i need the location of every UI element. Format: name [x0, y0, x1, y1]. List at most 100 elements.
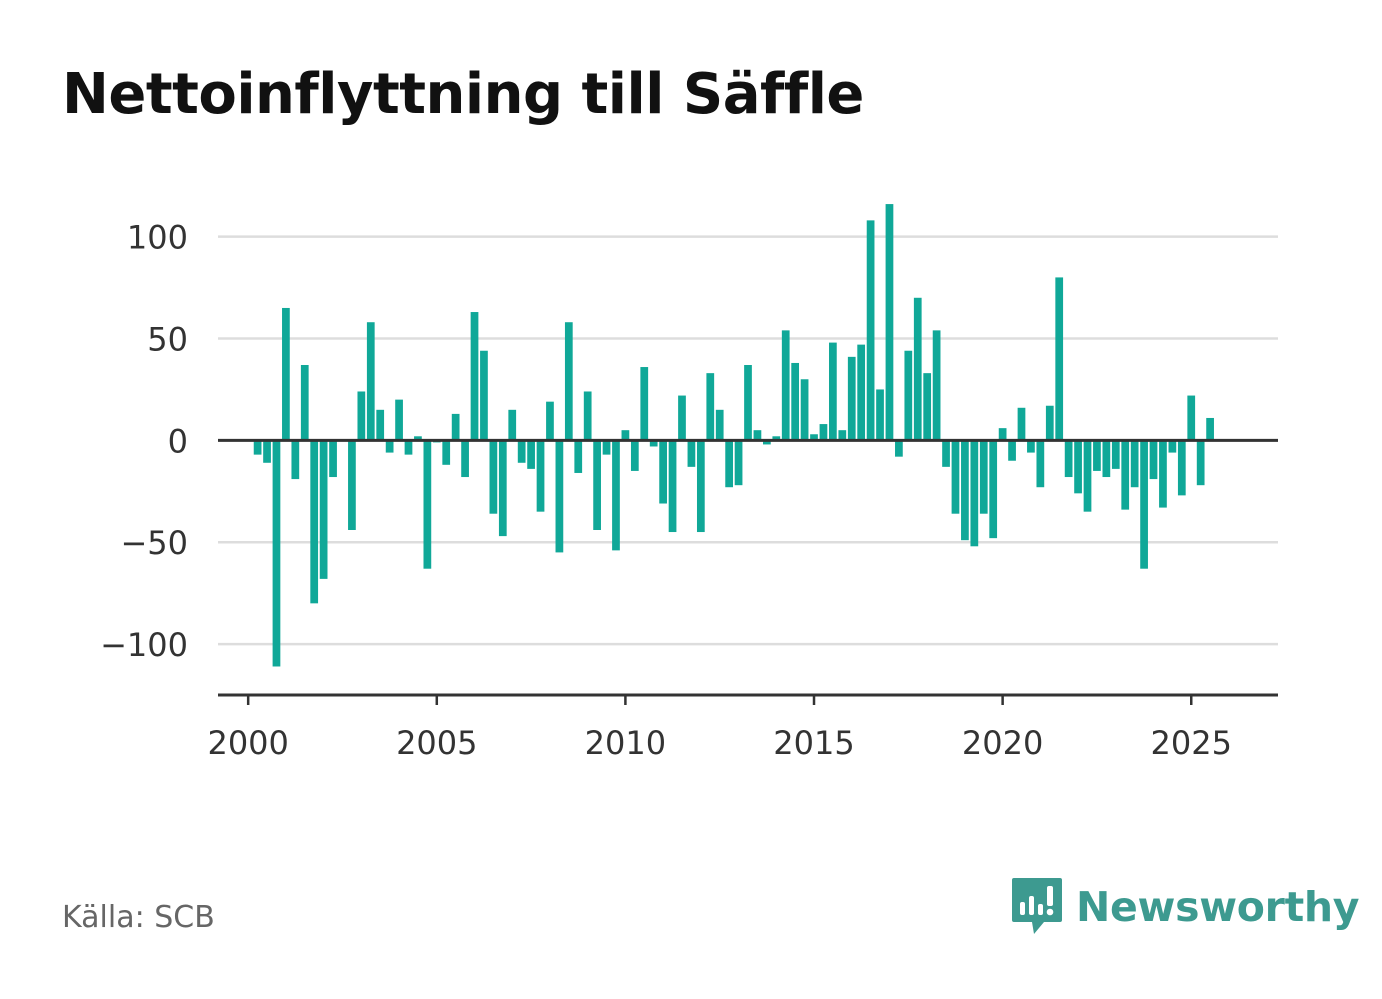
bar: [706, 373, 715, 441]
bar: [1017, 407, 1026, 441]
bar: [885, 204, 894, 441]
bar: [630, 440, 639, 471]
bar: [253, 440, 262, 455]
bar: [951, 440, 960, 514]
bar: [376, 409, 385, 441]
bar: [291, 440, 300, 480]
bar: [800, 379, 809, 441]
bar: [1008, 440, 1016, 461]
bar: [1074, 440, 1082, 494]
y-tick-label: −50: [120, 524, 188, 562]
bar: [744, 365, 752, 441]
bar: [913, 297, 922, 441]
bar: [1206, 417, 1214, 441]
bar: [395, 399, 403, 441]
bar: [895, 440, 903, 457]
bar: [829, 342, 837, 441]
bar: [1036, 440, 1045, 488]
bar: [668, 440, 677, 533]
bar: [527, 440, 535, 469]
bar: [555, 440, 564, 553]
bar: [272, 440, 281, 667]
bar: [1027, 440, 1035, 453]
bar: [1168, 440, 1177, 453]
bar: [961, 440, 969, 541]
bar: [649, 440, 658, 447]
x-tick-label: 2000: [207, 724, 288, 762]
bar: [404, 440, 413, 455]
chart-title: Nettoinflyttning till Säffle: [62, 62, 864, 127]
bar: [876, 389, 884, 441]
bar: [366, 322, 375, 441]
x-tick-label: 2015: [773, 724, 854, 762]
bar: [451, 413, 460, 441]
bar: [1111, 440, 1120, 469]
bar: [819, 424, 828, 441]
bar: [470, 312, 479, 441]
bar: [847, 356, 856, 441]
bar: [1064, 440, 1073, 478]
bar: [838, 430, 847, 441]
y-tick-label: 50: [147, 321, 188, 359]
bar: [715, 409, 724, 441]
bar: [546, 401, 554, 441]
bar: [857, 344, 866, 441]
bar: [329, 440, 337, 478]
x-tick-label: 2005: [396, 724, 477, 762]
bar: [725, 440, 734, 488]
bar: [357, 391, 366, 441]
bar: [423, 440, 432, 569]
bar: [1055, 277, 1064, 441]
bar: [489, 440, 498, 514]
bar: [810, 434, 818, 441]
bar: [1045, 405, 1054, 441]
bar: [932, 330, 941, 441]
newsworthy-icon: [1012, 878, 1062, 934]
bar: [1177, 440, 1186, 496]
bar: [640, 367, 649, 441]
x-tick-label: 2025: [1151, 724, 1232, 762]
bar: [583, 391, 592, 441]
bar: [659, 440, 667, 504]
bar: [517, 440, 526, 463]
bar: [480, 350, 488, 441]
bar: [753, 430, 762, 441]
bar: [310, 440, 319, 604]
y-tick-label: −100: [100, 626, 188, 664]
grid-lines: [218, 235, 1278, 646]
bar: [979, 440, 988, 514]
bar: [1140, 440, 1148, 569]
bar: [442, 440, 451, 465]
bar: [998, 428, 1007, 441]
bar: [414, 436, 422, 441]
bar: [1130, 440, 1139, 488]
bar: [923, 373, 932, 441]
bar: [772, 436, 781, 441]
bar: [536, 440, 545, 512]
brand-logo[interactable]: Newsworthy: [1010, 876, 1359, 938]
bar: [781, 330, 790, 441]
bar: [1083, 440, 1092, 512]
bar: [687, 440, 696, 467]
bar: [762, 440, 771, 445]
bar: [904, 350, 913, 441]
y-tick-label: 0: [168, 422, 188, 460]
bar: [1121, 440, 1130, 510]
bar: [348, 440, 356, 530]
bar: [498, 440, 507, 537]
bar: [263, 440, 271, 463]
bar: [385, 440, 394, 453]
bar: [970, 440, 979, 547]
bar: [612, 440, 620, 551]
bar: [791, 362, 800, 441]
bar: [621, 430, 630, 441]
x-tick-label: 2010: [585, 724, 666, 762]
bar: [866, 220, 875, 441]
bar: [1093, 440, 1101, 471]
bar: [1159, 440, 1167, 508]
bar: [942, 440, 950, 467]
bar: [300, 365, 309, 441]
bar: [734, 440, 743, 486]
bar: [461, 440, 469, 478]
